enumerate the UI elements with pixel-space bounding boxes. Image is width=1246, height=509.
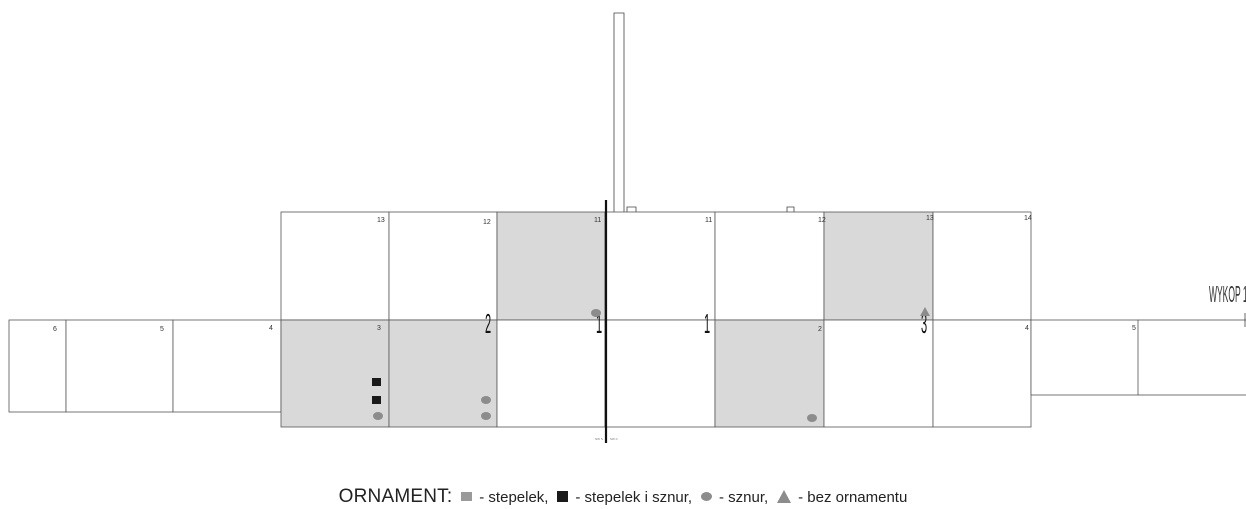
ornament-legend: ORNAMENT: - stepelek, - stepelek i sznur… bbox=[0, 486, 1246, 508]
grid-cell-top-b bbox=[388, 211, 498, 321]
small-notch-left bbox=[626, 206, 637, 213]
grid-cell-bottom-e bbox=[388, 319, 498, 428]
find-sznur-symbol bbox=[481, 396, 491, 404]
cell-number: 5 bbox=[1132, 325, 1136, 332]
grid-cell-top-c bbox=[496, 211, 606, 321]
cell-number: 2 bbox=[818, 326, 822, 333]
cell-number: 11 bbox=[594, 217, 601, 224]
cell-number: 5 bbox=[160, 326, 164, 333]
grid-cell-top-a bbox=[280, 211, 390, 321]
row-marker: 2 bbox=[485, 309, 491, 339]
row-marker: 1 bbox=[596, 309, 602, 339]
cell-number: 12 bbox=[818, 217, 826, 224]
cell-number: 4 bbox=[269, 325, 273, 332]
grid-cell-bottom-b bbox=[65, 319, 174, 413]
row-marker: 3 bbox=[921, 309, 927, 339]
find-sznur-symbol bbox=[373, 412, 383, 420]
find-sznur-symbol bbox=[807, 414, 817, 422]
grid-cell-bottom-j bbox=[932, 319, 1032, 428]
triangle-gray-icon bbox=[776, 490, 791, 504]
grid-cell-bottom-f bbox=[496, 319, 606, 428]
cell-number: 4 bbox=[1025, 325, 1029, 332]
north-extension-outline bbox=[613, 12, 625, 213]
square-black-icon bbox=[556, 491, 568, 503]
find-sznur-symbol bbox=[481, 412, 491, 420]
legend-item-bez-ornamentu: - bez ornamentu bbox=[798, 489, 908, 506]
find-bez-ornamentu-symbol bbox=[920, 307, 930, 316]
find-sznur-symbol bbox=[591, 309, 601, 317]
find-stepelek-i-sznur-symbol bbox=[372, 378, 381, 386]
grid-cell-bottom-d bbox=[280, 319, 390, 428]
grid-cell-top-d bbox=[604, 211, 716, 321]
legend-heading: ORNAMENT: bbox=[338, 486, 453, 507]
small-notch-right bbox=[786, 206, 795, 213]
grid-cell-bottom-c bbox=[172, 319, 282, 413]
grid-cell-bottom-g bbox=[604, 319, 716, 428]
grid-cell-bottom-i bbox=[823, 319, 934, 428]
axis-label-right: SW C bbox=[610, 437, 619, 441]
grid-cell-top-e bbox=[714, 211, 825, 321]
row-marker: 1 bbox=[704, 309, 710, 339]
grid-cell-bottom-k bbox=[1030, 319, 1139, 396]
trench-title: WYKOP 1 bbox=[1209, 281, 1246, 308]
cell-number: 13 bbox=[377, 217, 385, 224]
legend-item-sznur: - sznur, bbox=[719, 489, 769, 506]
grid-cell-top-f bbox=[823, 211, 934, 321]
axis-label-left: NW S bbox=[595, 437, 603, 441]
grid-cell-bottom-h bbox=[714, 319, 825, 428]
cell-number: 13 bbox=[926, 215, 934, 222]
cell-number: 3 bbox=[377, 325, 381, 332]
cell-number: 12 bbox=[483, 219, 491, 226]
grid-cell-bottom-a bbox=[8, 319, 67, 413]
square-gray-icon bbox=[460, 492, 472, 502]
cell-number: 6 bbox=[53, 326, 57, 333]
legend-item-stepelek: - stepelek, bbox=[479, 489, 549, 506]
cell-number: 14 bbox=[1024, 215, 1032, 222]
legend-item-stepelek-i-sznur: - stepelek i sznur, bbox=[575, 489, 693, 506]
find-stepelek-i-sznur-symbol bbox=[372, 396, 381, 404]
cell-number: 11 bbox=[705, 217, 712, 224]
grid-cell-top-g bbox=[932, 211, 1032, 321]
circle-gray-icon bbox=[700, 492, 712, 502]
